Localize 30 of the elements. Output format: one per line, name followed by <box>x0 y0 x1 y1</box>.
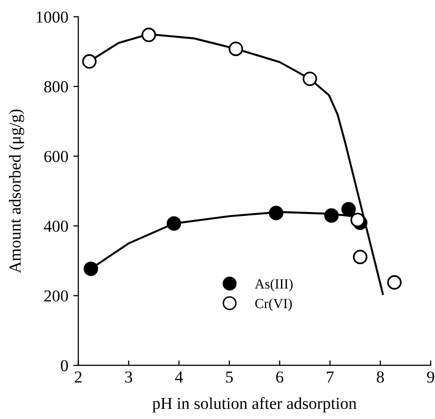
x-tick-label: 3 <box>125 371 132 383</box>
y-tick-label: 400 <box>44 220 68 232</box>
x-tick-label: 8 <box>376 371 384 383</box>
x-axis-title: pH in solution after adsorption <box>152 397 357 412</box>
x-tick-label: 7 <box>326 372 334 382</box>
legend-label: As(III) <box>254 278 293 292</box>
point <box>142 28 156 42</box>
point <box>268 206 284 220</box>
point <box>341 202 356 216</box>
y-tick-label: 0 <box>60 360 68 372</box>
y-tick-label: 1000 <box>36 11 68 23</box>
point <box>84 262 98 276</box>
point <box>302 72 318 86</box>
y-tick-label: 600 <box>44 150 68 162</box>
point <box>228 42 244 56</box>
x-tick-label: 5 <box>226 372 233 383</box>
y-tick-label: 800 <box>44 81 68 92</box>
point <box>166 216 182 231</box>
x-tick-label: 6 <box>276 371 284 383</box>
y-axis-title: Amount adsorbed (μg/g) <box>8 110 24 274</box>
legend-label: Cr(VI) <box>255 298 292 312</box>
point <box>350 212 365 228</box>
y-tick-label: 200 <box>44 290 68 302</box>
point <box>387 275 402 290</box>
point <box>324 208 339 223</box>
x-tick-label: 2 <box>74 371 82 382</box>
point <box>352 250 368 264</box>
point <box>82 54 97 69</box>
x-tick-label: 4 <box>175 372 183 382</box>
x-tick-label: 9 <box>427 371 434 383</box>
